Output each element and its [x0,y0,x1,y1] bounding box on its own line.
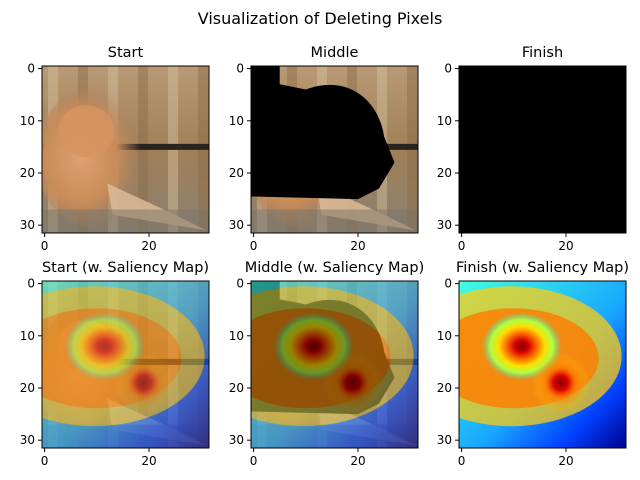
panel-image [459,281,626,448]
axes-frame [41,280,210,449]
y-tick-label: 20 [437,381,452,395]
saliency-peak [322,352,383,413]
panel-1: Start 0 20 0 10 20 30 [20,45,210,253]
y-tick-label: 10 [437,114,452,128]
y-tick-label: 0 [444,62,452,76]
deleted-region [251,66,395,200]
y-tick-label: 0 [27,62,35,76]
panel-image [459,66,626,233]
panel-title: Middle (w. Saliency Map) [245,260,425,276]
panel-title: Finish [522,45,563,61]
x-tick-label: 20 [558,239,573,253]
panel-title: Finish (w. Saliency Map) [456,260,629,276]
saliency-peak [530,352,591,413]
y-tick-label: 30 [437,433,452,447]
y-tick-label: 10 [229,114,244,128]
saliency-overlay [459,281,626,448]
panel-6: Finish (w. Saliency Map) 0 20 0 10 20 30 [437,260,629,468]
panel-3: Finish 0 20 0 10 20 30 [437,45,627,253]
axes-frame [458,65,627,234]
y-tick-label: 30 [437,218,452,232]
y-tick-label: 0 [236,62,244,76]
x-tick-label: 0 [458,454,466,468]
y-tick-label: 20 [20,166,35,180]
x-tick-label: 0 [250,454,258,468]
axes-frame [250,280,419,449]
panel-title: Start (w. Saliency Map) [42,260,209,276]
x-tick-label: 20 [558,454,573,468]
panel-title: Start [108,45,144,61]
y-tick-label: 10 [229,329,244,343]
panel-2: Middle 0 20 0 10 20 30 [229,45,419,253]
y-tick-label: 20 [437,166,452,180]
x-tick-label: 20 [141,239,156,253]
y-tick-label: 20 [20,381,35,395]
y-tick-label: 30 [20,433,35,447]
y-tick-label: 30 [229,218,244,232]
x-tick-label: 20 [350,239,365,253]
y-tick-label: 0 [236,277,244,291]
y-tick-label: 20 [229,381,244,395]
x-tick-label: 0 [41,454,49,468]
panel-image [42,66,209,233]
axes-frame [250,65,419,234]
x-tick-label: 20 [141,454,156,468]
saliency-overlay [251,281,418,448]
panel-4: Start (w. Saliency Map) 0 20 0 10 20 30 [20,260,210,468]
y-tick-label: 30 [20,218,35,232]
panel-image [42,281,209,448]
figure-title: Visualization of Deleting Pixels [198,9,443,28]
panel-title: Middle [311,45,359,61]
y-tick-label: 0 [444,277,452,291]
axes-frame [458,280,627,449]
y-tick-label: 10 [437,329,452,343]
y-tick-label: 10 [20,329,35,343]
saliency-overlay [42,281,209,448]
x-tick-label: 20 [350,454,365,468]
x-tick-label: 0 [41,239,49,253]
panel-image [251,66,418,233]
panel-image [251,281,418,448]
y-tick-label: 30 [229,433,244,447]
y-tick-label: 0 [27,277,35,291]
saliency-peak [113,352,174,413]
x-tick-label: 0 [250,239,258,253]
y-tick-label: 20 [229,166,244,180]
y-tick-label: 10 [20,114,35,128]
x-tick-label: 0 [458,239,466,253]
axes-frame [41,65,210,234]
